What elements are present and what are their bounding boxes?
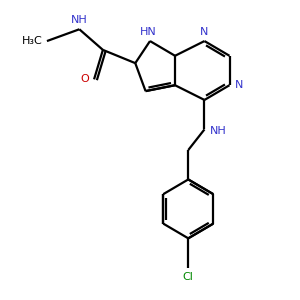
Text: Cl: Cl: [183, 272, 194, 282]
Text: HN: HN: [140, 27, 157, 37]
Text: NH: NH: [210, 126, 226, 136]
Text: N: N: [235, 80, 243, 90]
Text: H₃C: H₃C: [22, 36, 43, 46]
Text: NH: NH: [71, 15, 88, 25]
Text: O: O: [80, 74, 89, 84]
Text: N: N: [200, 27, 209, 37]
